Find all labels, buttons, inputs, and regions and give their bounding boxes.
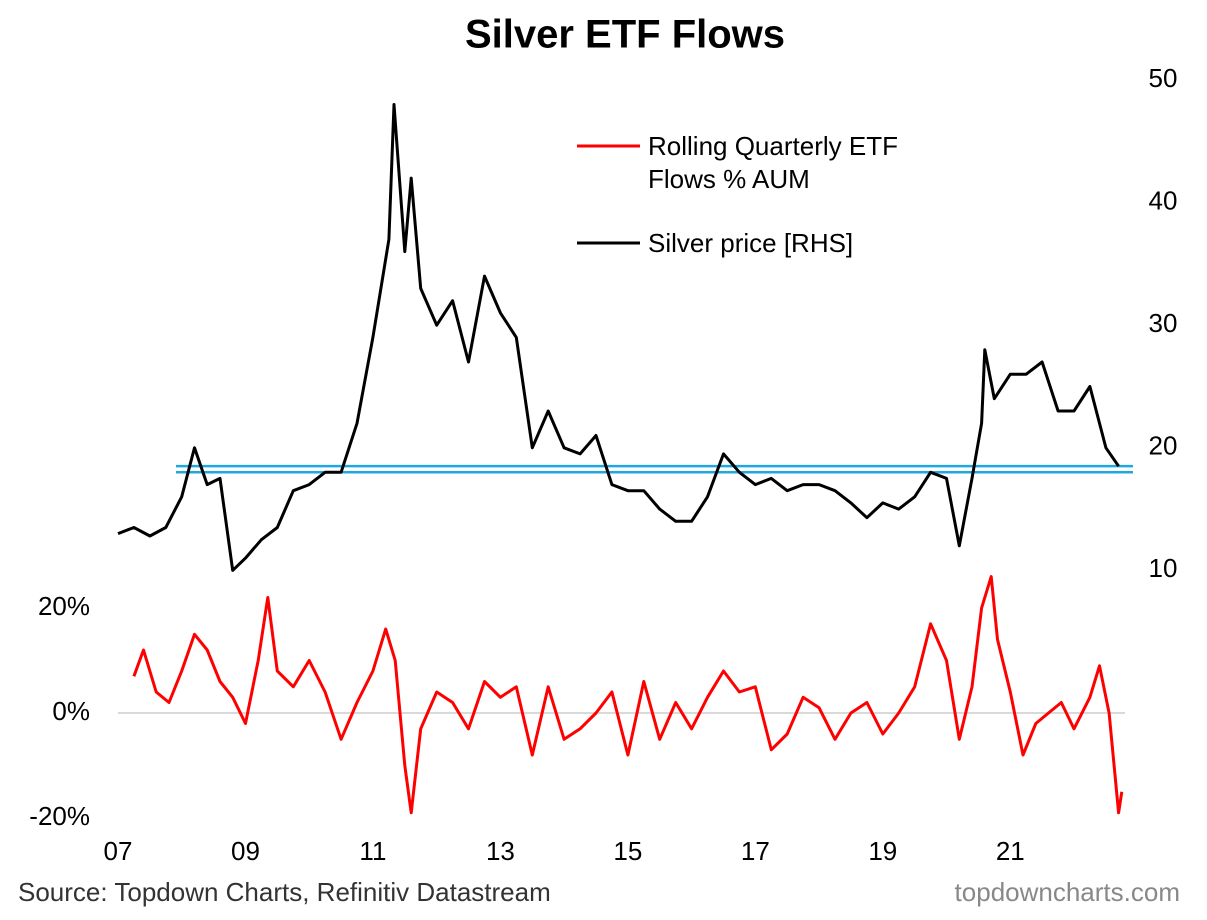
y2-tick-label: 40 xyxy=(1149,185,1178,215)
y-tick-label: -20% xyxy=(29,801,90,831)
x-tick-label: 15 xyxy=(613,836,642,866)
x-tick-label: 17 xyxy=(741,836,770,866)
x-tick-label: 19 xyxy=(868,836,897,866)
watermark: topdowncharts.com xyxy=(955,877,1180,907)
y2-tick-label: 10 xyxy=(1149,553,1178,583)
legend-label: Rolling Quarterly ETF Flows % AUM xyxy=(648,131,898,194)
series-line xyxy=(117,103,1120,572)
x-tick-label: 07 xyxy=(104,836,133,866)
y2-tick-label: 20 xyxy=(1149,431,1178,461)
x-tick-label: 09 xyxy=(231,836,260,866)
chart-title: Silver ETF Flows xyxy=(465,13,785,57)
series-line xyxy=(132,575,1124,815)
y2-tick-label: 50 xyxy=(1149,63,1178,93)
x-tick-label: 11 xyxy=(359,836,386,866)
y2-tick-label: 30 xyxy=(1149,308,1178,338)
legend-label: Silver price [RHS] xyxy=(648,228,854,258)
x-tick-label: 21 xyxy=(996,836,1025,866)
y-tick-label: 0% xyxy=(52,696,90,726)
x-tick-label: 13 xyxy=(486,836,515,866)
y-tick-label: 20% xyxy=(38,591,90,621)
source-note: Source: Topdown Charts, Refinitiv Datast… xyxy=(18,877,551,907)
